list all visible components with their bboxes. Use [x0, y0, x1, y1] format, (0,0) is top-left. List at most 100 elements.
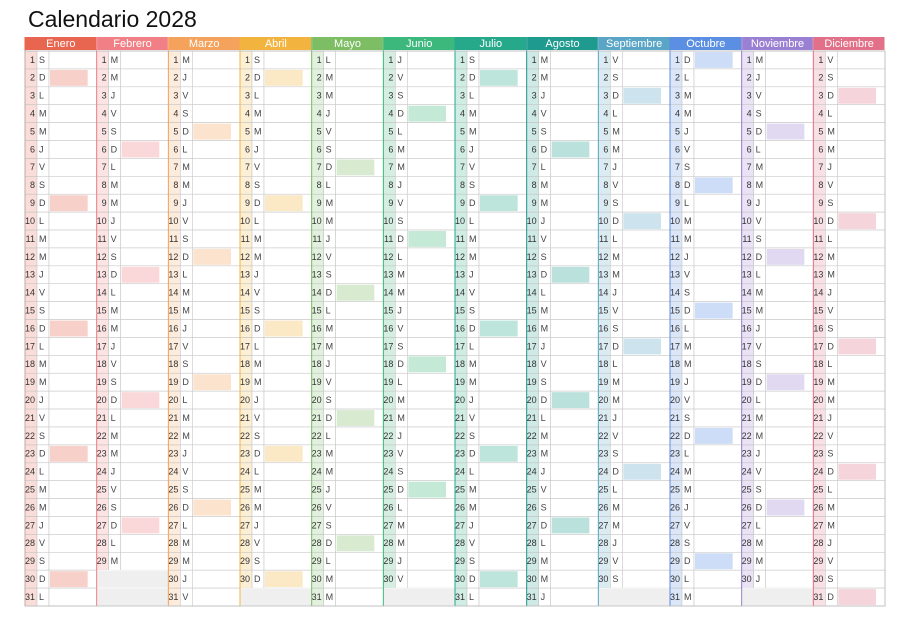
weekday: D — [756, 502, 763, 512]
note-cell — [48, 104, 97, 123]
day-number: 10 — [813, 216, 823, 226]
note-cell — [120, 355, 169, 374]
sunday-highlight — [623, 338, 661, 355]
day-number: 3 — [675, 91, 680, 101]
day-number: 19 — [455, 377, 465, 387]
note-cell — [335, 122, 384, 141]
day-number: 15 — [312, 305, 322, 315]
day-number: 15 — [742, 305, 752, 315]
note-cell — [550, 193, 599, 213]
weekday: J — [827, 162, 832, 172]
day-number: 22 — [383, 431, 393, 441]
note-cell — [765, 140, 814, 159]
weekday: V — [182, 91, 188, 101]
day-number: 31 — [670, 592, 680, 602]
note-cell — [407, 462, 456, 481]
note-cell — [263, 498, 312, 517]
day-number: 21 — [742, 413, 752, 423]
weekday: M — [326, 467, 334, 477]
month-name: Enero — [46, 38, 75, 50]
day-number: 18 — [670, 359, 680, 369]
day-number: 6 — [317, 144, 322, 154]
weekday: L — [756, 144, 761, 154]
note-cell — [693, 68, 742, 88]
day-number: 18 — [455, 359, 465, 369]
note-cell — [550, 319, 599, 338]
note-cell — [622, 534, 671, 553]
note-cell — [263, 408, 312, 428]
note-cell — [48, 229, 97, 249]
sunday-highlight — [50, 69, 88, 86]
day-number: 9 — [102, 198, 107, 208]
weekday: S — [254, 431, 260, 441]
day-number: 19 — [312, 377, 322, 387]
note-cell — [622, 283, 671, 302]
weekday: M — [182, 55, 190, 65]
weekday: D — [254, 198, 261, 208]
day-number: 7 — [245, 162, 250, 172]
note-cell — [622, 551, 671, 571]
note-cell — [192, 68, 241, 88]
note-cell — [263, 516, 312, 535]
day-number: 8 — [747, 180, 752, 190]
weekday: S — [111, 502, 117, 512]
day-number: 23 — [168, 449, 178, 459]
weekday: M — [756, 288, 764, 298]
day-number: 1 — [388, 55, 393, 65]
note-cell — [550, 426, 599, 446]
day-number: 15 — [383, 305, 393, 315]
weekday: L — [612, 109, 617, 119]
weekday: M — [182, 288, 190, 298]
weekday: J — [612, 538, 617, 548]
note-cell — [693, 122, 742, 141]
weekday: L — [39, 341, 44, 351]
weekday: M — [254, 502, 262, 512]
weekday: J — [254, 270, 259, 280]
note-cell — [192, 176, 241, 195]
weekday: M — [756, 538, 764, 548]
day-number: 14 — [455, 288, 465, 298]
weekday: M — [182, 431, 190, 441]
weekday: L — [684, 449, 689, 459]
note-cell — [478, 551, 527, 571]
weekday: M — [397, 538, 405, 548]
day-number: 17 — [813, 341, 823, 351]
note-cell — [765, 158, 814, 177]
day-number: 26 — [97, 502, 107, 512]
weekday: D — [469, 449, 476, 459]
day-number: 20 — [312, 395, 322, 405]
note-cell — [550, 229, 599, 249]
day-number: 24 — [97, 467, 107, 477]
note-cell — [693, 534, 742, 553]
note-cell — [478, 355, 527, 374]
weekday: V — [684, 144, 690, 154]
day-number: 24 — [813, 467, 823, 477]
day-number: 7 — [173, 162, 178, 172]
day-number: 6 — [245, 144, 250, 154]
weekday: S — [756, 234, 762, 244]
note-cell — [693, 390, 742, 410]
note-cell — [765, 551, 814, 571]
weekday: M — [111, 449, 119, 459]
weekday: S — [182, 485, 188, 495]
day-number: 12 — [598, 252, 608, 262]
weekday: L — [254, 91, 259, 101]
weekday: D — [827, 467, 834, 477]
note-cell — [765, 534, 814, 553]
note-cell — [765, 390, 814, 410]
note-cell — [120, 158, 169, 177]
day-number: 15 — [168, 305, 178, 315]
weekday: M — [39, 359, 47, 369]
day-number: 25 — [598, 485, 608, 495]
note-cell — [192, 283, 241, 302]
day-number: 6 — [30, 144, 35, 154]
sunday-highlight — [121, 141, 160, 158]
note-cell — [837, 372, 886, 392]
day-number: 19 — [527, 377, 537, 387]
note-cell — [407, 122, 456, 141]
weekday: M — [541, 449, 549, 459]
day-number: 31 — [25, 592, 35, 602]
weekday: M — [541, 198, 549, 208]
day-number: 24 — [598, 467, 608, 477]
sunday-highlight — [265, 571, 303, 588]
